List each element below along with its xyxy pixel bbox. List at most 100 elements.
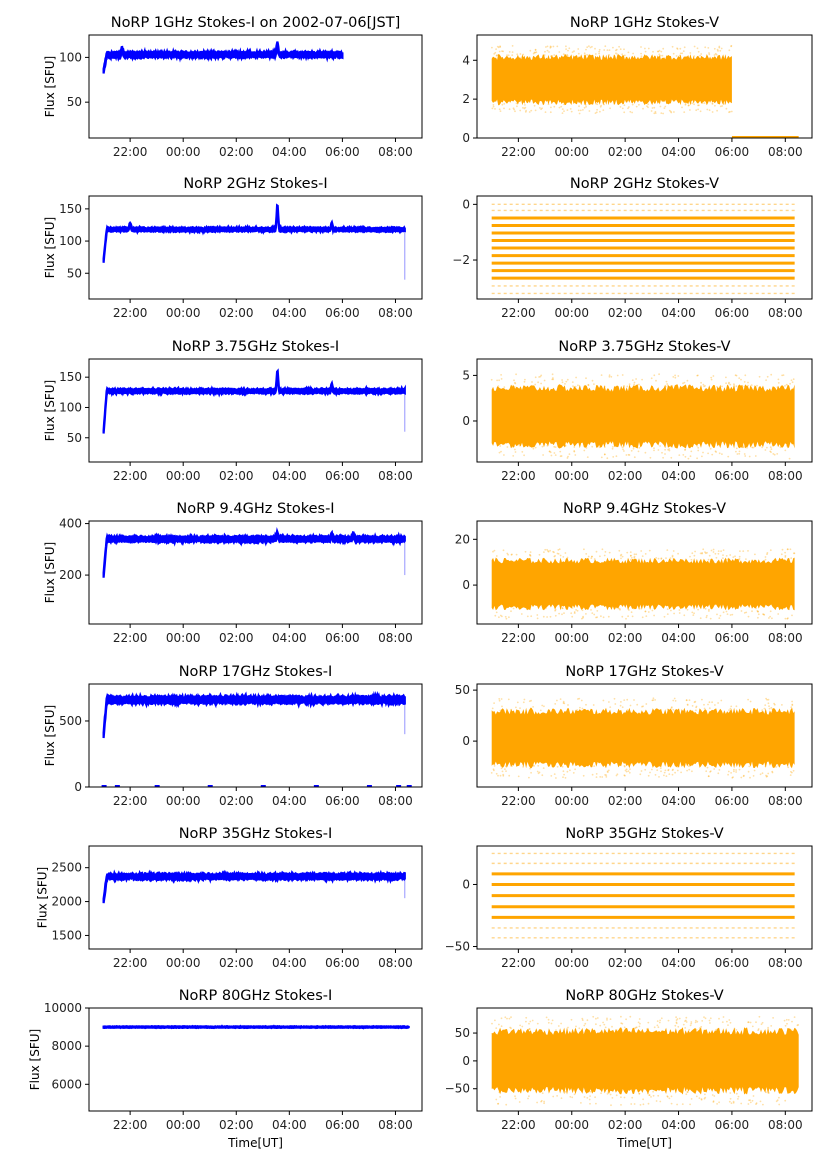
scatter-point [493,549,496,552]
scatter-point [604,1026,607,1029]
scatter-point [585,613,587,615]
scatter-point [647,1021,650,1024]
scatter-point [638,103,640,106]
scatter-point [534,376,537,379]
scatter-point [669,110,672,113]
scatter-point [675,1019,678,1021]
scatter-point [600,104,602,107]
scatter-point [499,614,502,617]
scatter-point [641,705,643,708]
scatter-point [663,615,666,618]
scatter-point [714,450,717,453]
scatter-point [592,1015,595,1018]
x-tick-label: 22:00 [501,145,536,159]
scatter-point [690,450,693,453]
scatter-point [725,610,728,613]
scatter-point [751,1025,754,1028]
x-tick-label: 22:00 [501,631,536,645]
scatter-point [679,47,682,50]
scatter-point [684,455,687,458]
scatter-point [776,453,779,455]
x-tick-label: 00:00 [166,1118,201,1132]
scatter-point [693,612,695,615]
scatter-point [635,553,638,556]
y-tick-label: −50 [445,1082,470,1096]
scatter-point [528,1027,531,1030]
scatter-point [753,769,756,772]
scatter-point [656,1024,659,1027]
scatter-point [627,453,630,456]
scatter-point [648,549,651,552]
scatter-point [770,706,773,709]
scatter-point [652,1094,655,1097]
scatter-point [777,613,780,615]
scatter-point [584,1022,587,1025]
scatter-point [615,48,618,51]
scatter-point [620,557,622,560]
scatter-point [583,1096,586,1098]
scatter-point [672,550,675,552]
scatter-point [608,551,611,554]
scatter-point [699,552,702,555]
scatter-point [529,1020,532,1023]
scatter-point [688,1029,691,1031]
stokes-v-band [491,384,795,449]
scatter-point [785,1018,788,1021]
scatter-point [683,46,686,49]
scatter-point [635,1026,638,1029]
scatter-point [660,557,663,560]
scatter-point [709,1022,711,1024]
scatter-point [640,55,643,58]
scatter-point [539,709,542,712]
scatter-point [596,616,598,619]
scatter-point [621,446,624,449]
panel-i-9_4ghz: NoRP 9.4GHz Stokes-I 22:00 00:00 02:00 04:00… [43,501,423,645]
x-tick-label: 08:00 [768,956,803,970]
x-tick-label: 00:00 [554,1118,589,1132]
y-tick-label: 50 [455,1026,470,1040]
scatter-point [658,53,661,56]
x-tick-label: 08:00 [378,145,413,159]
scatter-point [747,698,749,701]
scatter-point [578,697,581,700]
scatter-point [585,447,588,449]
scatter-point [784,1024,787,1027]
x-tick-label: 00:00 [166,631,201,645]
scatter-point [749,1101,752,1104]
scatter-point [504,768,506,770]
scatter-point [666,383,669,385]
scatter-point [633,555,636,558]
x-tick-label: 00:00 [166,306,201,320]
scatter-point [714,704,716,706]
scatter-point [674,1024,677,1027]
scatter-point [595,776,598,778]
scatter-point [624,769,627,772]
scatter-point [623,48,625,51]
scatter-point [755,1103,757,1105]
scatter-point [718,769,721,771]
scatter-point [501,103,504,106]
scatter-point [684,103,687,106]
scatter-point [674,376,677,379]
scatter-point [494,614,497,617]
scatter-point [561,108,564,110]
scatter-point [767,1026,769,1029]
scatter-point [523,107,526,110]
scatter-point [609,1093,612,1096]
scatter-point [591,555,593,558]
scatter-point [625,454,628,456]
scatter-point [711,103,714,105]
scatter-point [700,1098,703,1101]
scatter-point [698,1097,701,1099]
scatter-point [501,770,504,773]
scatter-point [690,1098,693,1100]
scatter-point [728,1100,731,1103]
scatter-point [606,770,609,773]
scatter-point [603,453,606,456]
scatter-point [510,1016,512,1019]
scatter-point [704,1096,707,1099]
x-tick-label: 08:00 [768,469,803,483]
scatter-point [505,1103,508,1106]
scatter-point [556,45,559,48]
scatter-point [520,613,523,615]
